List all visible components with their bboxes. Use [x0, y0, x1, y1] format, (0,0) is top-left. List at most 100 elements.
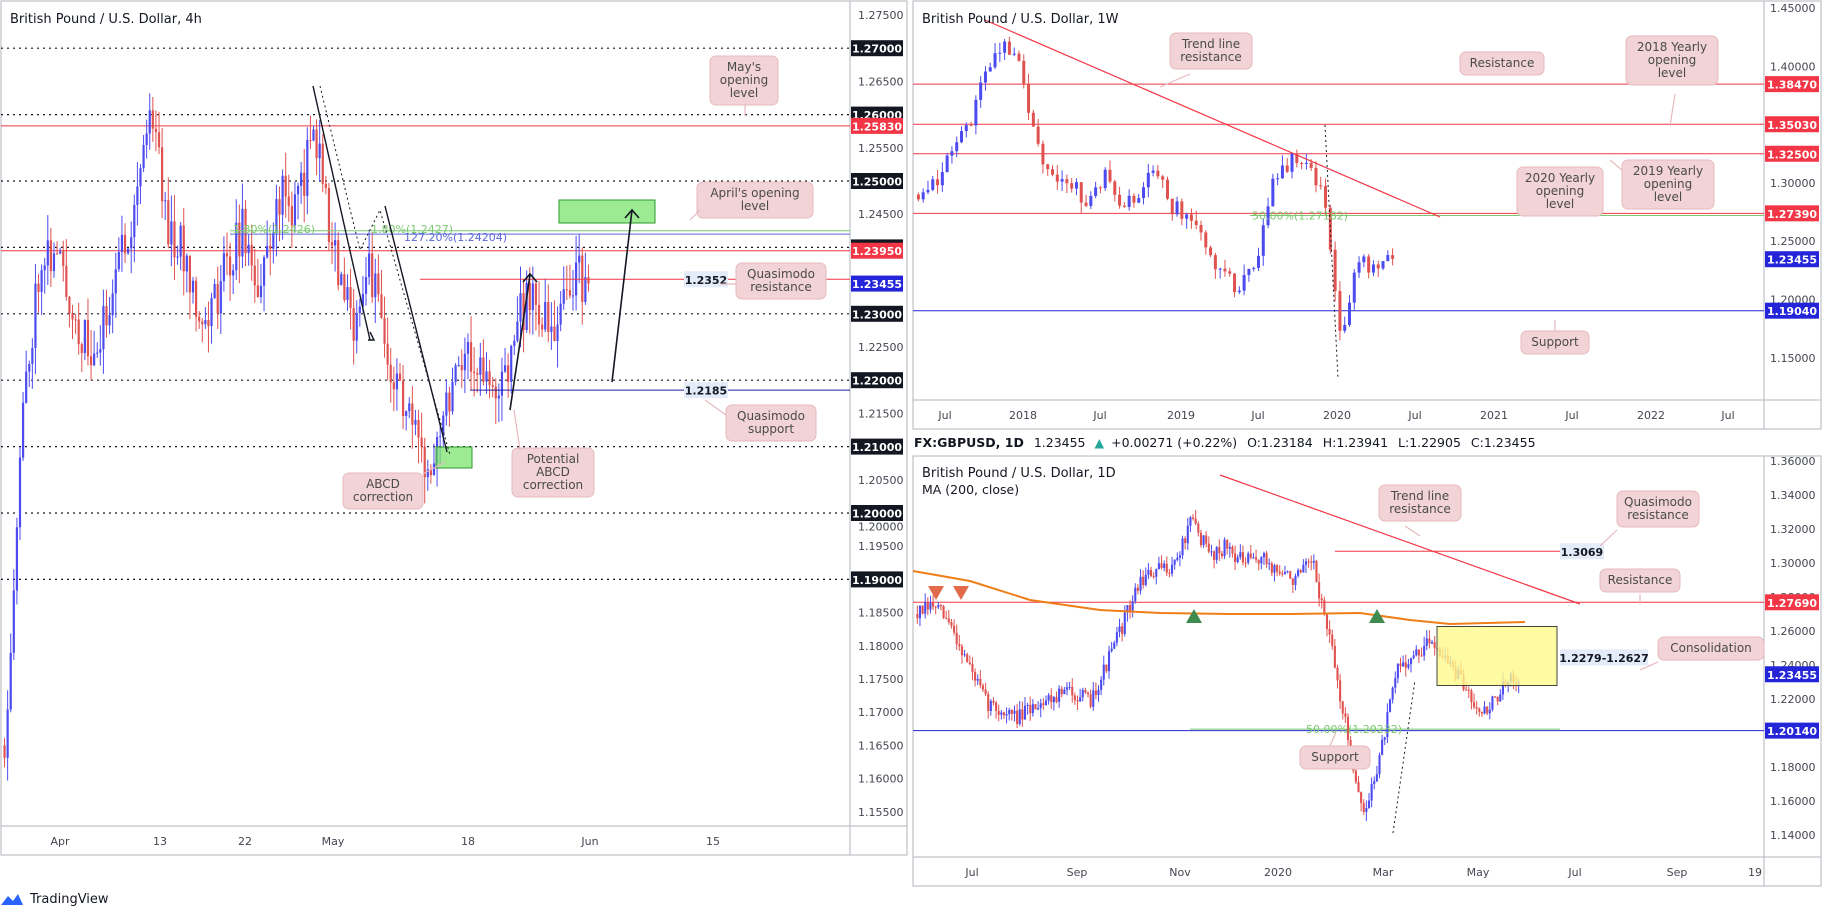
callout-2018-yearly-pointer	[1669, 93, 1676, 127]
x-tick: 19	[1748, 866, 1762, 879]
callout-support: Support	[1531, 335, 1579, 349]
callout-consolidation-box	[1657, 636, 1765, 661]
chart-4h-candle	[454, 365, 457, 382]
chart-1d-candle	[1291, 578, 1294, 585]
chart-4h-candle	[318, 143, 321, 159]
callout-support-box	[1299, 745, 1371, 770]
chart-4h-candle	[250, 244, 253, 266]
chart-4h-candle	[519, 293, 522, 322]
chart-1w-candle	[1242, 275, 1246, 291]
chart-4h-candle	[334, 240, 337, 246]
chart-1d-candle	[1339, 680, 1342, 702]
level-label-bg	[851, 372, 903, 389]
panel-4h[interactable]: 1.80%(1.2426) 1.80%(1.2427)127.20%(1.2420…	[0, 0, 908, 856]
chart-4h-candle	[497, 395, 500, 399]
chart-4h-candle	[491, 385, 494, 387]
panel-1d[interactable]: FX:GBPUSD, 1D 1.23455 ▲ +0.00271 (+0.22%…	[912, 430, 1822, 887]
chart-4h-candle	[417, 419, 420, 438]
chart-1d-candle	[1281, 573, 1284, 575]
callout-april-opening: April's opening level	[710, 186, 799, 213]
chart-1d-candle	[918, 605, 921, 619]
chart-1d-candle	[981, 685, 985, 690]
chart-1w-candle	[1209, 247, 1213, 256]
axis-label: 1.19500	[858, 540, 904, 553]
axis-label: 1.22500	[858, 341, 904, 354]
chart-1d-candle	[1228, 546, 1231, 549]
callout-quasimodo-support-box	[725, 404, 817, 442]
x-tick: Jul	[1567, 866, 1581, 879]
chart-4h-candle	[111, 293, 114, 316]
callout-quasimodo-resistance-pointer	[1599, 529, 1618, 547]
chart-1w-candle	[1338, 291, 1342, 331]
chart-1d-candle	[1467, 689, 1470, 691]
callout-may-opening: May's opening level	[720, 60, 769, 100]
callout-potential-abcd-pointer	[513, 409, 521, 451]
callout-support: Support	[1311, 750, 1359, 764]
chart-1w-candle	[1070, 183, 1074, 189]
chart-1d-candle	[1113, 642, 1116, 649]
chart-1d-candle	[989, 701, 992, 712]
chart-4h-candle	[414, 419, 417, 425]
chart-1d-candle	[1270, 563, 1273, 573]
chart-1w-candle	[1012, 53, 1016, 55]
chart-4h-candle	[89, 356, 93, 366]
level-label: 1.35030	[1767, 119, 1817, 132]
chart-1d-candle	[1336, 667, 1339, 681]
trend-line	[984, 19, 1441, 218]
callout-trend-line-pointer	[1159, 73, 1191, 88]
up-arrow-icon	[1369, 609, 1385, 623]
box-tag-1: 1.3069	[1561, 546, 1603, 559]
chart-1d-candle	[1399, 663, 1402, 667]
chart-1w-candle	[1194, 220, 1198, 226]
chart-4h-candle	[445, 392, 448, 416]
level-label-bg	[1765, 302, 1819, 319]
chart-4h-candle	[355, 312, 358, 341]
chart-1w-candle	[1118, 194, 1122, 206]
x-tick: 13	[153, 835, 167, 848]
chart-4h-candle	[544, 302, 547, 330]
level-label-bg	[851, 571, 903, 588]
panel-1w[interactable]: 50.00%(1.27182) Trend line resistance Resis…	[912, 0, 1822, 430]
chart-1d-candle	[1097, 689, 1100, 695]
chart-1w-candle	[1314, 167, 1318, 186]
level-label-bg	[851, 505, 903, 521]
axis-label: 1.24500	[858, 208, 904, 221]
axis-label: 1.18500	[858, 607, 904, 620]
chart-1w-candle	[1142, 187, 1146, 199]
chart-4h-candle	[40, 270, 43, 292]
chart-1w-candle	[936, 179, 940, 186]
chart-4h-candle	[562, 289, 565, 304]
chart-1d-candle	[1378, 755, 1381, 775]
chart-1w-candle	[1367, 256, 1371, 273]
chart-4h-candle	[68, 296, 71, 314]
chart-4h-candle	[123, 234, 127, 254]
chart-1d-candle	[1202, 535, 1205, 546]
chart-4h-candle	[275, 199, 278, 233]
chart-1d-candle	[1181, 538, 1184, 556]
callout-trend-line-pointer	[1404, 525, 1421, 537]
chart-1d-candle	[1483, 706, 1486, 714]
chart-1d-candle	[1037, 708, 1040, 710]
chart-1w-candle	[1280, 165, 1284, 179]
chart-4h-candle	[232, 270, 235, 276]
x-tick: May	[1467, 866, 1490, 879]
axis-label: 1.21500	[858, 407, 904, 420]
footer-brand[interactable]: TradingView	[30, 892, 109, 907]
chart-1w-candle	[926, 189, 930, 193]
chart-4h-candle	[139, 168, 142, 187]
chart-1w-candle	[1371, 264, 1375, 273]
chart-1w-candle	[974, 99, 978, 126]
chart-1d-candle	[1102, 664, 1105, 680]
chart-1d-candle	[1333, 645, 1336, 668]
chart-1w-candle	[1295, 153, 1299, 163]
chart-1w-candle	[1084, 202, 1088, 206]
level-label: 1.20000	[852, 508, 902, 521]
chart-1w-candle	[1137, 198, 1141, 203]
chart-1w-candle	[1036, 126, 1040, 144]
chart-4h-candle	[130, 237, 133, 249]
chart-1d-candle	[1283, 571, 1287, 574]
chart-1d-candle	[1310, 561, 1313, 563]
chart-4h-candle	[439, 436, 442, 438]
abcd-leg	[312, 85, 371, 341]
axis-label: 1.25000	[1770, 235, 1816, 248]
